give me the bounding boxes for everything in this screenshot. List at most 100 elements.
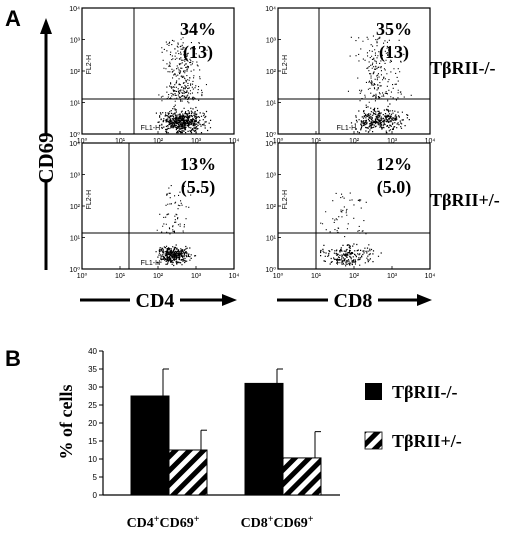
y-tick-label: 10⁰ (265, 131, 276, 139)
y-tick-label: 10⁴ (69, 141, 80, 148)
plot-frame (81, 142, 235, 270)
quadrant-percentage: 12% (376, 154, 412, 174)
y-tick-label: 10² (70, 204, 81, 211)
y-tick-label: 10⁴ (265, 6, 276, 13)
legend-label-heterozygous: TβRII+/- (392, 431, 462, 451)
plot-y-axis-label: FL2-H (282, 190, 289, 209)
y-tick-label: 10² (266, 69, 277, 76)
y-tick-label: 15 (88, 437, 97, 446)
y-tick-label: 30 (88, 383, 97, 392)
x-tick-label: 10¹ (311, 138, 322, 145)
y-tick-label: 10² (266, 204, 277, 211)
bar-legend: TβRII-/- TβRII+/- (364, 382, 462, 451)
plot-frame (277, 142, 431, 270)
row-label-knockout: TβRII-/- (430, 58, 496, 78)
x-tick-label: 10¹ (311, 273, 322, 280)
plot-events (347, 35, 412, 134)
y-tick-label: 20 (88, 419, 97, 428)
legend-swatch-knockout (365, 383, 382, 400)
y-tick-label: 10⁰ (69, 131, 80, 139)
y-tick-label: 10 (88, 455, 97, 464)
x-tick-label: 10³ (387, 138, 398, 145)
x-tick-label: 10⁴ (229, 138, 240, 145)
legend-label-knockout: TβRII-/- (392, 382, 458, 402)
y-tick-label: 10³ (70, 38, 81, 45)
plot-x-axis-label: FL1-H (141, 125, 160, 132)
plot-y-axis-label: FL2-H (282, 55, 289, 74)
y-tick-label: 10⁰ (265, 266, 276, 274)
cd8-axis-label: CD8 (334, 290, 373, 312)
mean-fluorescence-value: (13) (379, 42, 409, 63)
y-tick-label: 10¹ (70, 236, 81, 243)
y-tick-label: 25 (88, 401, 97, 410)
row-label-heterozygous: TβRII+/- (430, 190, 500, 210)
panel-a-label: A (5, 6, 21, 31)
y-tick-label: 5 (93, 473, 98, 482)
y-tick-label: 35 (88, 365, 97, 374)
cd8-axis-arrow (277, 294, 432, 306)
x-tick-label: 10³ (191, 273, 202, 280)
bar-chart-y-label: % of cells (56, 385, 76, 460)
quadrant-percentage: 35% (376, 19, 412, 39)
mean-fluorescence-value: (13) (183, 42, 213, 63)
flow-plot-4: 10⁰ 10¹ 10² 10³ 10⁴ 10⁰ 10¹ 10² 10³ 10⁴ FL2-H FL1-H… (265, 141, 435, 280)
category-label: CD4+CD69+ (127, 514, 200, 532)
y-tick-label: 10¹ (70, 101, 81, 108)
y-tick-label: 10¹ (266, 236, 277, 243)
plot-events (155, 185, 197, 267)
y-tick-label: 40 (88, 347, 97, 356)
y-tick-label: 10³ (266, 38, 277, 45)
x-tick-label: 10⁴ (425, 138, 436, 145)
bar-heterozygous-2 (282, 457, 322, 496)
category-label: CD8+CD69+ (241, 514, 314, 532)
x-tick-label: 10² (349, 138, 360, 145)
quadrant-percentage: 13% (180, 154, 216, 174)
cd4-axis-arrow (80, 294, 237, 306)
plot-x-axis-label: FL1-H (141, 260, 160, 267)
plot-y-axis-label: FL2-H (86, 190, 93, 209)
y-tick-label: 10¹ (266, 101, 277, 108)
bar-heterozygous-1 (168, 449, 208, 496)
plot-y-axis-label: FL2-H (86, 55, 93, 74)
x-tick-label: 10¹ (115, 138, 126, 145)
plot-x-axis-label: FL1-H (337, 260, 356, 267)
cd4-axis-label: CD4 (136, 290, 175, 312)
y-tick-label: 10² (70, 69, 81, 76)
mean-fluorescence-value: (5.0) (377, 177, 412, 198)
bar-knockout-2 (244, 382, 284, 496)
bar-knockout-1 (130, 395, 170, 496)
bar-chart: 0 5 10 15 20 25 30 35 40 CD4+CD69+ CD8+CD69+ (88, 347, 340, 531)
x-tick-label: 10⁴ (425, 273, 436, 280)
cd69-axis-label: CD69 (34, 132, 58, 183)
quadrant-percentage: 34% (180, 19, 216, 39)
x-tick-label: 10⁴ (229, 273, 240, 280)
flow-plot-3: 10⁰ 10¹ 10² 10³ 10⁴ 10⁰ 10¹ 10² 10³ 10⁴ FL2-H FL1-H… (69, 141, 239, 280)
x-tick-label: 10² (153, 138, 164, 145)
mean-fluorescence-value: (5.5) (181, 177, 216, 198)
y-tick-label: 10⁴ (69, 6, 80, 13)
panel-b-label: B (5, 346, 21, 371)
cd69-axis-arrow (40, 18, 52, 270)
x-tick-label: 10⁰ (77, 272, 88, 280)
x-tick-label: 10⁰ (273, 137, 284, 145)
y-tick-label: 10³ (266, 173, 277, 180)
y-tick-label: 10⁰ (69, 266, 80, 274)
plot-frame (81, 7, 235, 135)
x-tick-label: 10³ (191, 138, 202, 145)
x-tick-label: 10² (153, 273, 164, 280)
x-tick-label: 10⁰ (273, 272, 284, 280)
y-tick-label: 10⁴ (265, 141, 276, 148)
y-tick-label: 10³ (70, 173, 81, 180)
legend-swatch-heterozygous (364, 431, 383, 450)
y-tick-label: 0 (93, 491, 98, 500)
x-tick-label: 10⁰ (77, 137, 88, 145)
x-tick-label: 10³ (387, 273, 398, 280)
plot-x-axis-label: FL1-H (337, 125, 356, 132)
x-tick-label: 10¹ (115, 273, 126, 280)
x-tick-label: 10² (349, 273, 360, 280)
